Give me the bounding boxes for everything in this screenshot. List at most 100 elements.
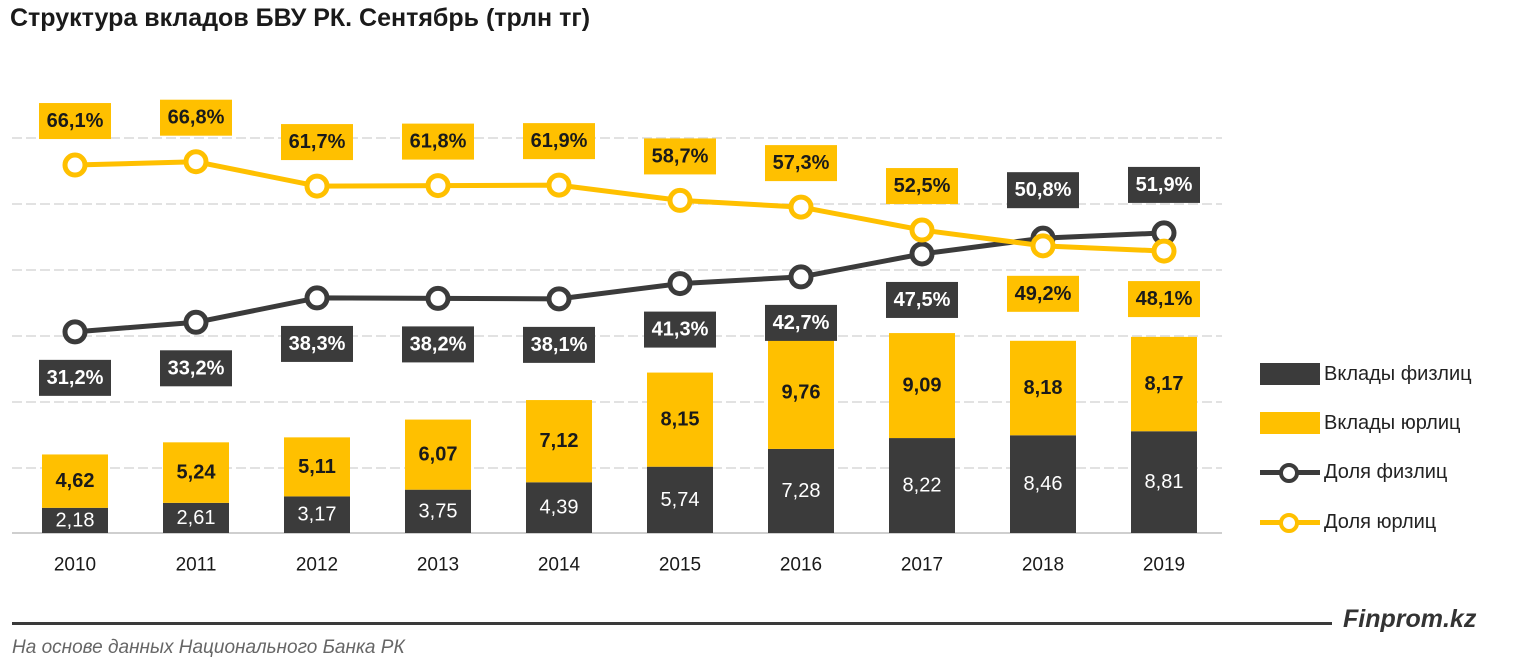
- legend-item-share-legal[interactable]: Доля юрлиц: [1260, 507, 1436, 537]
- data-label-share-individuals-2015: 41,3%: [652, 319, 709, 341]
- bar-label-legal-2017: 9,09: [903, 375, 942, 397]
- legend-label: Вклады юрлиц: [1324, 411, 1461, 434]
- legend-item-share-individuals[interactable]: Доля физлиц: [1260, 457, 1447, 487]
- point-share-individuals-2017[interactable]: [909, 241, 935, 267]
- point-share-legal-2015[interactable]: [667, 187, 693, 213]
- legend-label: Доля юрлиц: [1324, 510, 1437, 533]
- data-label-share-legal-2018-box: [1007, 275, 1079, 312]
- brand-logo-text[interactable]: Finprom.kz: [1343, 605, 1477, 633]
- data-label-share-legal-2010-box: [39, 103, 111, 140]
- data-label-share-individuals-2018-box: [1007, 172, 1079, 209]
- data-label-share-individuals-2017: 47,5%: [894, 289, 951, 311]
- point-share-individuals-2014[interactable]: [546, 286, 572, 312]
- data-label-share-individuals-2010-box: [39, 359, 111, 396]
- bar-label-legal-2012: 5,11: [298, 456, 336, 478]
- data-label-share-individuals-2013-box: [402, 326, 474, 363]
- bar-legal-2011[interactable]: [163, 442, 229, 503]
- point-share-individuals-2015[interactable]: [667, 271, 693, 297]
- data-label-share-legal-2011-box: [160, 99, 232, 136]
- point-share-legal-2012[interactable]: [304, 173, 330, 199]
- data-label-share-legal-2010: 66,1%: [47, 110, 104, 132]
- bar-legal-2012[interactable]: [284, 437, 350, 497]
- bar-individuals-2019[interactable]: [1131, 431, 1197, 533]
- bar-label-legal-2015: 8,15: [661, 409, 700, 431]
- data-label-share-legal-2012-box: [281, 124, 353, 161]
- bar-legal-2016[interactable]: [768, 336, 834, 449]
- bar-label-legal-2019: 8,17: [1145, 373, 1184, 395]
- point-share-individuals-2016[interactable]: [788, 264, 814, 290]
- data-label-share-individuals-2012-box: [281, 325, 353, 362]
- bar-legal-2013[interactable]: [405, 419, 471, 490]
- x-tick-label-2011: 2011: [176, 555, 217, 576]
- bar-label-legal-2018: 8,18: [1024, 377, 1063, 399]
- point-share-legal-2017[interactable]: [909, 217, 935, 243]
- bar-individuals-2013[interactable]: [405, 489, 471, 533]
- bar-legal-2015[interactable]: [647, 372, 713, 467]
- bar-individuals-2011[interactable]: [163, 502, 229, 533]
- source-note: На основе данных Национального Банка РК: [12, 637, 405, 658]
- data-label-share-legal-2016-box: [765, 145, 837, 182]
- bar-legal-2017[interactable]: [889, 333, 955, 439]
- data-label-share-legal-2019-box: [1128, 281, 1200, 318]
- bar-label-individuals-2018: 8,46: [1024, 473, 1063, 495]
- point-share-individuals-2013[interactable]: [425, 285, 451, 311]
- bar-label-individuals-2011: 2,61: [177, 507, 216, 529]
- chart-title: Структура вкладов БВУ РК. Сентябрь (трлн…: [10, 4, 591, 32]
- legend-swatch-dark-line: [1260, 461, 1320, 483]
- data-label-share-individuals-2011-box: [160, 350, 232, 387]
- point-share-individuals-2010[interactable]: [62, 319, 88, 345]
- point-share-legal-2010[interactable]: [62, 152, 88, 178]
- bar-legal-2010[interactable]: [42, 454, 108, 508]
- bar-label-legal-2016: 9,76: [782, 382, 821, 404]
- point-share-legal-2013[interactable]: [425, 173, 451, 199]
- point-share-individuals-2011[interactable]: [183, 309, 209, 335]
- data-label-share-individuals-2014-box: [523, 326, 595, 363]
- data-label-share-individuals-2016-box: [765, 304, 837, 341]
- bar-label-legal-2014: 7,12: [540, 430, 579, 452]
- bar-label-individuals-2012: 3,17: [298, 504, 337, 526]
- bar-individuals-2018[interactable]: [1010, 435, 1076, 533]
- chart-area: 2,18 4,62 2010 2,61 5,24 2011 3,17 5,11 2012 3,75…: [12, 99, 1222, 576]
- point-share-legal-2014[interactable]: [546, 172, 572, 198]
- line-share-legal[interactable]: [74, 159, 1165, 254]
- data-label-share-legal-2013-box: [402, 123, 474, 160]
- point-share-legal-2019[interactable]: [1151, 238, 1177, 264]
- data-label-share-individuals-2013: 38,2%: [410, 333, 467, 355]
- bar-label-legal-2011: 5,24: [177, 462, 217, 484]
- bar-legal-2018[interactable]: [1010, 340, 1076, 436]
- bar-individuals-2012[interactable]: [284, 496, 350, 533]
- data-label-share-individuals-2011: 33,2%: [168, 357, 225, 379]
- data-label-share-individuals-2019-box: [1128, 166, 1200, 203]
- data-label-share-legal-2017: 52,5%: [894, 175, 951, 197]
- bar-label-individuals-2017: 8,22: [903, 475, 942, 497]
- bar-label-individuals-2010: 2,18: [56, 509, 95, 531]
- data-label-share-legal-2016: 57,3%: [773, 152, 830, 174]
- data-label-share-legal-2015-box: [644, 138, 716, 175]
- data-label-share-individuals-2019: 51,9%: [1136, 174, 1193, 196]
- bar-label-individuals-2016: 7,28: [782, 480, 821, 502]
- bar-individuals-2015[interactable]: [647, 466, 713, 533]
- line-share-individuals[interactable]: [74, 230, 1165, 335]
- data-label-share-legal-2012: 61,7%: [289, 131, 346, 153]
- bar-legal-2014[interactable]: [526, 400, 592, 483]
- bar-individuals-2014[interactable]: [526, 482, 592, 533]
- bar-label-individuals-2013: 3,75: [419, 500, 458, 522]
- point-share-legal-2011[interactable]: [183, 149, 209, 175]
- point-share-legal-2018[interactable]: [1030, 233, 1056, 259]
- x-tick-label-2015: 2015: [659, 555, 701, 576]
- bar-individuals-2010[interactable]: [42, 507, 108, 533]
- data-label-share-legal-2013: 61,8%: [410, 131, 467, 153]
- bar-individuals-2017[interactable]: [889, 438, 955, 533]
- legend-item-deposits-individuals[interactable]: Вклады физлиц: [1260, 359, 1472, 389]
- bar-legal-2019[interactable]: [1131, 336, 1197, 432]
- point-share-individuals-2012[interactable]: [304, 285, 330, 311]
- legend-item-deposits-legal[interactable]: Вклады юрлиц: [1260, 408, 1460, 438]
- bar-label-individuals-2019: 8,81: [1145, 471, 1184, 493]
- data-label-share-legal-2017-box: [886, 168, 958, 205]
- point-share-legal-2016[interactable]: [788, 194, 814, 220]
- bar-label-individuals-2015: 5,74: [661, 489, 700, 511]
- x-tick-label-2013: 2013: [417, 555, 459, 576]
- bar-individuals-2016[interactable]: [768, 448, 834, 533]
- legend-label: Доля физлиц: [1324, 460, 1448, 483]
- bar-label-individuals-2014: 4,39: [540, 497, 579, 519]
